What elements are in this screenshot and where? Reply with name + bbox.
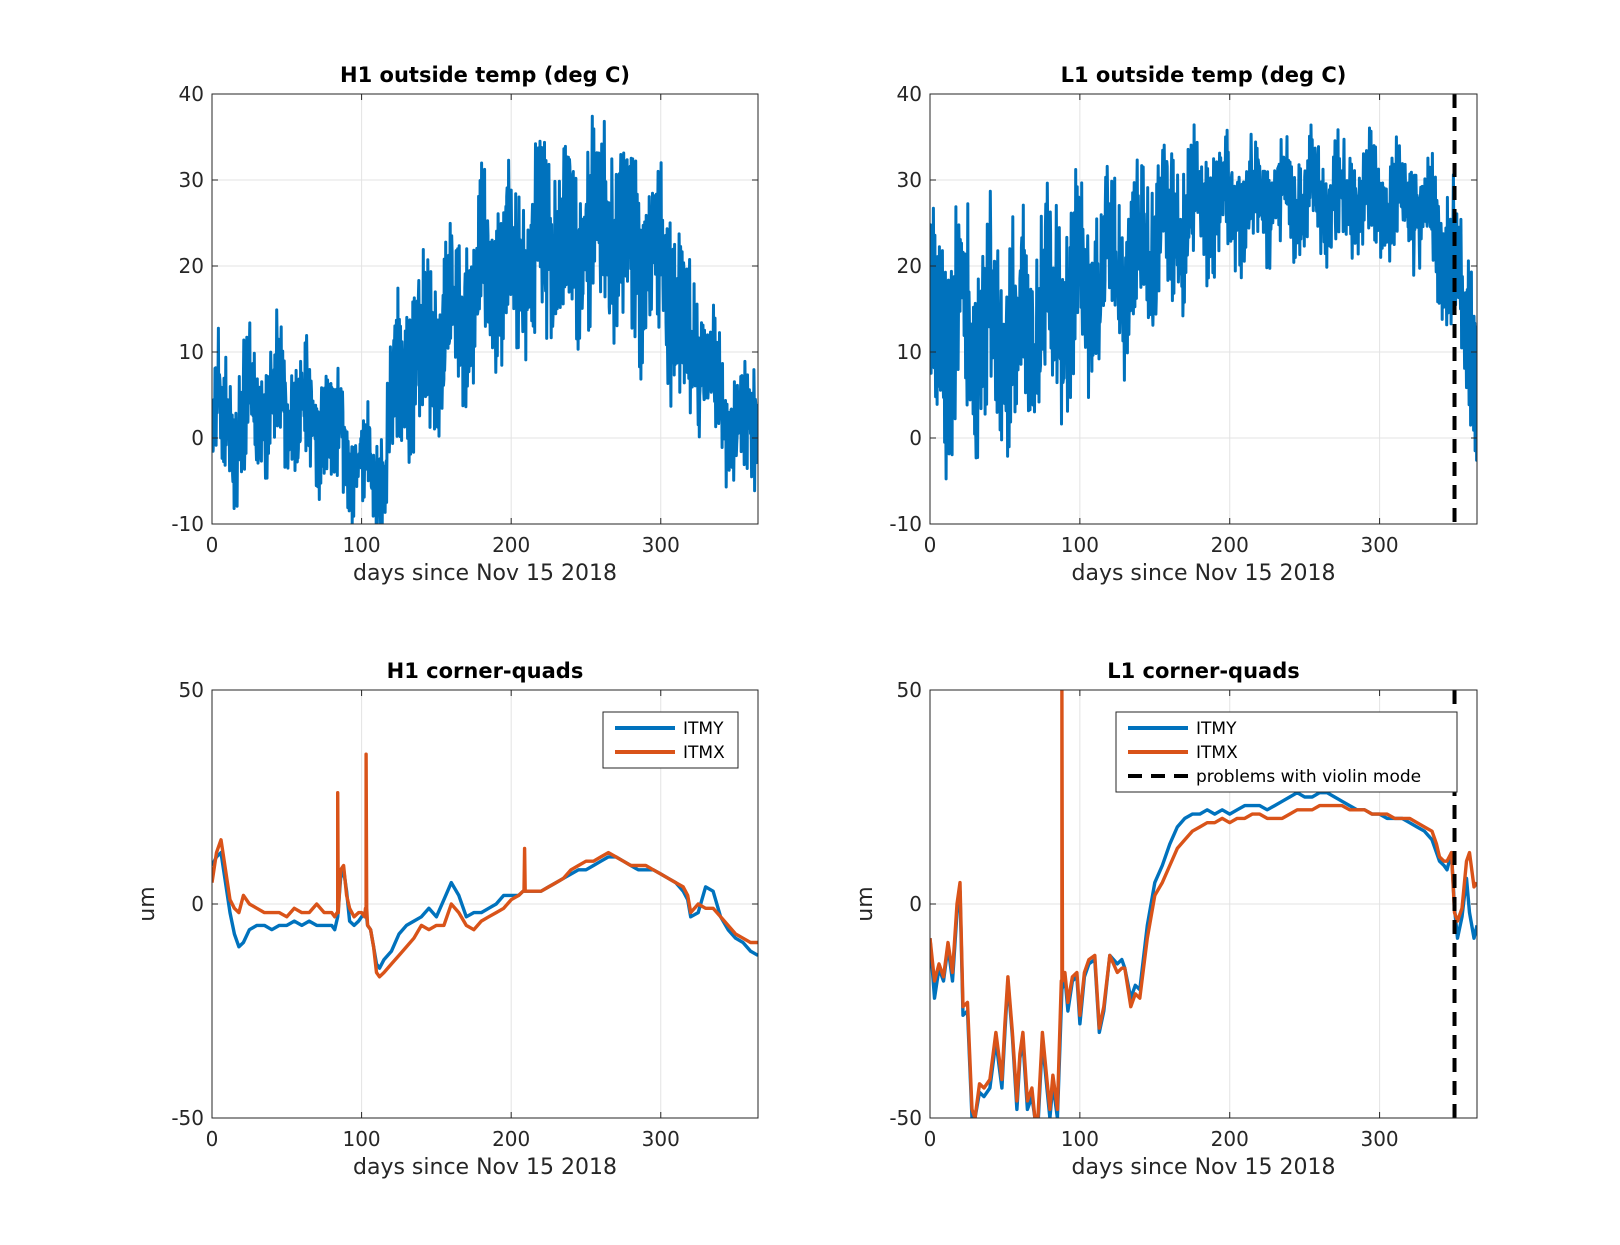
legend-label: ITMY [683, 719, 724, 739]
legend-label: ITMY [1196, 719, 1237, 739]
series-line-temperature [930, 123, 1477, 481]
series-line-temperature [212, 114, 758, 524]
y-tick-label: 50 [179, 678, 204, 702]
y-tick-label: 40 [897, 82, 922, 106]
y-tick-label: 40 [179, 82, 204, 106]
x-tick-label: 200 [492, 533, 530, 557]
x-tick-label: 300 [642, 1127, 680, 1151]
axes-box [211, 93, 759, 525]
series-line-itmx [930, 690, 1477, 1118]
y-tick-label: -50 [171, 1106, 204, 1130]
legend: ITMY ITMX [602, 711, 739, 769]
x-tick-label: 200 [1211, 533, 1249, 557]
chart-title: L1 outside temp (deg C) [1061, 63, 1347, 87]
x-axis-label: days since Nov 15 2018 [1072, 1155, 1336, 1180]
x-tick-label: 100 [1061, 1127, 1099, 1151]
chart-title: H1 outside temp (deg C) [340, 63, 630, 87]
x-tick-label: 200 [492, 1127, 530, 1151]
legend-label: ITMX [683, 743, 725, 763]
plot-lines [930, 94, 1477, 524]
x-tick-label: 200 [1211, 1127, 1249, 1151]
chart-title: H1 corner-quads [387, 659, 584, 683]
series-line-itmx [212, 752, 758, 979]
x-tick-label: 300 [1360, 1127, 1398, 1151]
chart-title: L1 corner-quads [1107, 659, 1300, 683]
x-tick-label: 100 [342, 533, 380, 557]
y-tick-label: 10 [897, 340, 922, 364]
y-tick-label: 30 [179, 168, 204, 192]
y-tick-label: 0 [909, 426, 922, 450]
y-tick-label: -10 [889, 512, 922, 536]
y-tick-label: -10 [171, 512, 204, 536]
y-tick-label: 20 [179, 254, 204, 278]
x-axis-label: days since Nov 15 2018 [1072, 561, 1336, 586]
x-tick-label: 0 [924, 1127, 937, 1151]
x-axis-label: days since Nov 15 2018 [353, 561, 617, 586]
y-tick-label: 0 [909, 892, 922, 916]
y-axis-label: um [853, 886, 878, 921]
y-tick-label: 10 [179, 340, 204, 364]
x-tick-label: 100 [1061, 533, 1099, 557]
y-tick-label: 0 [191, 892, 204, 916]
plot-lines [212, 752, 758, 979]
y-axis-label: um [135, 886, 160, 921]
legend-label: ITMX [1196, 743, 1238, 763]
y-tick-label: 0 [191, 426, 204, 450]
y-tick-label: 20 [897, 254, 922, 278]
axes-box [929, 93, 1478, 525]
y-tick-label: -50 [889, 1106, 922, 1130]
legend: ITMY ITMX problems with violin mode [1115, 711, 1458, 793]
x-tick-label: 0 [924, 533, 937, 557]
plot-lines [212, 114, 758, 524]
x-tick-label: 300 [1360, 533, 1398, 557]
x-tick-label: 0 [206, 1127, 219, 1151]
x-tick-label: 0 [206, 533, 219, 557]
x-tick-label: 100 [342, 1127, 380, 1151]
y-tick-label: 50 [897, 678, 922, 702]
legend-label: problems with violin mode [1196, 767, 1421, 787]
x-axis-label: days since Nov 15 2018 [353, 1155, 617, 1180]
x-tick-label: 300 [642, 533, 680, 557]
legend-box [602, 711, 739, 769]
y-tick-label: 30 [897, 168, 922, 192]
